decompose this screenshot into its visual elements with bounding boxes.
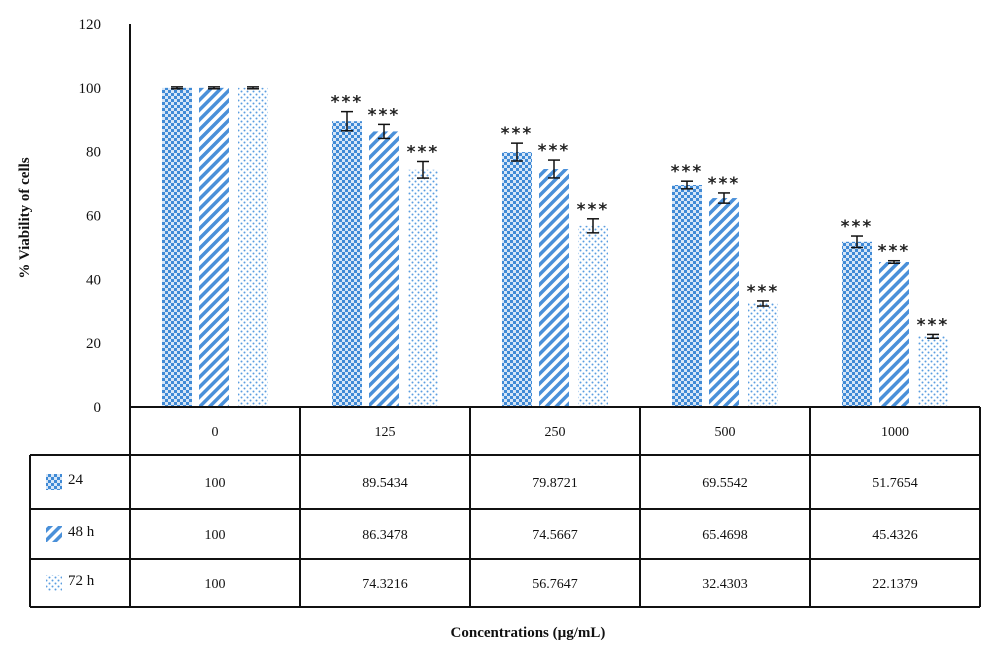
legend-swatch	[46, 474, 62, 490]
error-bar	[341, 110, 353, 132]
legend-entry: 24	[68, 472, 84, 488]
data-label: 56.7647	[532, 577, 578, 592]
error-bar	[171, 86, 183, 90]
data-label: 51.7654	[872, 476, 918, 491]
legend-entry: 48 h	[68, 524, 95, 540]
category-label: 0	[212, 425, 219, 440]
bar	[162, 87, 192, 407]
data-label: 69.5542	[702, 476, 748, 491]
bar	[199, 87, 229, 407]
category-label: 1000	[881, 425, 909, 440]
bar	[238, 87, 268, 407]
y-tick-label: 80	[86, 145, 101, 161]
error-bar	[247, 86, 259, 90]
data-label: 74.5667	[532, 528, 578, 543]
bar	[709, 198, 739, 407]
significance-marker: ***	[917, 315, 950, 335]
error-bar	[208, 86, 220, 90]
bar	[502, 152, 532, 407]
error-bar	[548, 159, 560, 179]
significance-marker: ***	[747, 282, 780, 302]
bar	[539, 169, 569, 407]
data-label: 100	[205, 528, 226, 543]
significance-marker: ***	[538, 141, 571, 161]
error-bar	[587, 218, 599, 234]
data-label: 100	[205, 476, 226, 491]
significance-marker: ***	[407, 142, 440, 162]
significance-marker: ***	[841, 217, 874, 237]
significance-marker: ***	[331, 93, 364, 113]
y-tick-label: 20	[86, 336, 101, 352]
error-bar	[378, 123, 390, 140]
bars	[162, 87, 948, 408]
data-label: 86.3478	[362, 528, 408, 543]
legend-swatch	[46, 575, 62, 591]
error-bar	[718, 192, 730, 204]
bar	[918, 336, 948, 407]
significance-marker: ***	[501, 124, 534, 144]
x-axis-label: Concentrations (µg/mL)	[451, 625, 606, 641]
error-bar	[927, 333, 939, 340]
category-label: 500	[715, 425, 736, 440]
category-label: 125	[375, 425, 396, 440]
legend-swatch	[46, 526, 62, 542]
error-bar	[511, 142, 523, 162]
bar	[748, 303, 778, 407]
bar	[332, 121, 362, 408]
bar	[578, 225, 608, 407]
data-label: 22.1379	[872, 577, 918, 592]
error-bar	[417, 160, 429, 179]
error-bar	[681, 180, 693, 190]
data-label: 79.8721	[532, 476, 578, 491]
bar	[369, 131, 399, 407]
significance-marker: ***	[671, 162, 704, 182]
legend-entry: 72 h	[68, 573, 95, 589]
bar	[408, 169, 438, 407]
bar	[842, 241, 872, 407]
y-tick-label: 120	[79, 17, 102, 33]
error-bar	[888, 259, 900, 265]
significance-marker: ***	[708, 174, 741, 194]
significance-markers: ************************************	[331, 93, 950, 336]
error-bars	[171, 86, 939, 340]
y-tick-label: 60	[86, 209, 101, 225]
significance-marker: ***	[577, 200, 610, 220]
data-label: 100	[205, 577, 226, 592]
error-bar	[757, 300, 769, 307]
significance-marker: ***	[878, 242, 911, 262]
y-tick-label: 100	[79, 81, 102, 97]
data-table: 0 125 250 500 1000 24 100 89.5434 79.8721 69.5542…	[29, 406, 981, 608]
data-label: 32.4303	[702, 577, 748, 592]
category-label: 250	[545, 425, 566, 440]
y-axis: 0 20 40 60 80 100 120	[79, 17, 131, 457]
data-label: 89.5434	[362, 476, 408, 491]
error-bar	[851, 235, 863, 249]
y-axis-label: % Viability of cells	[17, 157, 33, 278]
data-label: 74.3216	[362, 577, 408, 592]
data-label: 65.4698	[702, 528, 748, 543]
bar	[672, 185, 702, 407]
significance-marker: ***	[368, 105, 401, 125]
bar	[879, 261, 909, 407]
data-label: 45.4326	[872, 528, 918, 543]
y-tick-label: 0	[94, 400, 102, 416]
y-tick-label: 40	[86, 272, 101, 288]
